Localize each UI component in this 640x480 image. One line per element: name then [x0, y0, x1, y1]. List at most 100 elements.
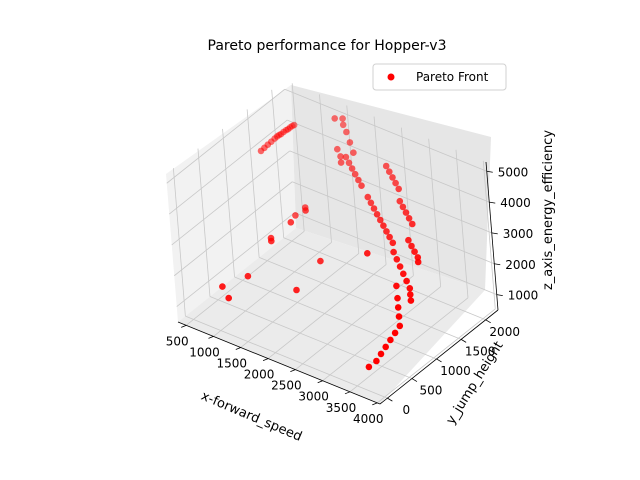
x-tick-mark: [372, 402, 378, 406]
legend-label: Pareto Front: [416, 70, 489, 84]
y-gridline: [185, 315, 388, 399]
data-point: [402, 209, 410, 216]
y-axis-ticks: 0 500 1000 1500 2000: [387, 319, 520, 417]
data-point: [389, 239, 397, 247]
data-point: [346, 139, 354, 146]
z-axis-ticks: 1000 2000 3000 4000 5000: [486, 165, 539, 303]
z-axis-label: z_axis_energy_efficiency: [541, 130, 556, 290]
data-point: [386, 233, 393, 241]
legend: Pareto Front: [372, 63, 507, 91]
x-gridline: [482, 160, 496, 309]
data-point: [406, 285, 414, 292]
data-point: [396, 263, 404, 270]
data-point: [403, 277, 410, 285]
y-gridline: [258, 257, 462, 340]
z-tick-mark: [496, 294, 503, 296]
data-point: [386, 168, 393, 175]
z-tick-mark: [486, 170, 493, 173]
y-tick-label: 0: [403, 403, 411, 417]
y-tick-label: 2000: [489, 325, 520, 339]
data-point: [409, 220, 416, 228]
data-point: [380, 222, 387, 229]
x-axis-label: x-forward_speed: [199, 389, 304, 445]
z-gridline: [284, 88, 487, 172]
data-point: [399, 203, 407, 211]
z-axis-line: [485, 161, 499, 311]
data-point: [393, 282, 400, 290]
data-point: [351, 170, 359, 178]
data-point: [293, 286, 300, 294]
data-point: [391, 329, 399, 337]
data-point: [339, 115, 346, 122]
data-point: [302, 207, 309, 214]
z-gridline: [287, 119, 490, 203]
y-gridline: [197, 148, 211, 297]
data-point: [395, 313, 403, 320]
x-tick-label: 3000: [298, 390, 329, 404]
axis-lines: [177, 161, 499, 405]
y-tick-mark: [411, 378, 418, 382]
z-tick-label: 4000: [500, 196, 531, 210]
z-tick-mark: [489, 201, 496, 204]
z-gridline: [289, 150, 492, 234]
data-point: [334, 145, 341, 153]
y-gridline: [209, 296, 413, 379]
data-point: [355, 176, 362, 184]
x-tick-mark: [262, 358, 269, 361]
data-point: [219, 283, 226, 290]
z-gridline: [292, 181, 495, 265]
pane-back: [291, 85, 491, 290]
x-tick-mark: [235, 347, 241, 350]
data-point: [395, 185, 403, 193]
data-point: [387, 336, 394, 344]
x-tick-mark: [344, 391, 351, 395]
z-gridline: [176, 212, 295, 307]
pane-left: [166, 85, 296, 322]
data-point: [394, 294, 401, 302]
x-gridline: [322, 286, 441, 382]
data-point: [405, 215, 413, 222]
data-point: [339, 121, 347, 129]
x-gridline: [400, 127, 414, 276]
x-tick-label: 500: [166, 334, 189, 348]
x-gridline: [349, 297, 469, 393]
data-point: [257, 147, 265, 155]
y-gridline: [283, 237, 486, 321]
z-tick-mark: [494, 263, 501, 266]
data-point: [405, 236, 412, 244]
data-point: [342, 153, 350, 161]
data-point: [317, 257, 324, 265]
z-gridline: [169, 119, 288, 215]
data-point: [382, 343, 390, 351]
data-point: [358, 182, 365, 189]
data-point: [364, 193, 372, 201]
data-point: [348, 165, 356, 172]
chart-title: Pareto performance for Hopper-v3: [208, 38, 447, 54]
data-point: [407, 297, 415, 304]
data-point: [377, 216, 384, 224]
x-tick-label: 2000: [244, 368, 275, 382]
y-axis-line: [379, 309, 499, 405]
x-gridline: [455, 149, 469, 298]
data-point: [373, 211, 381, 218]
data-point: [345, 159, 353, 167]
data-point: [373, 357, 380, 365]
y-tick-label: 1000: [440, 364, 471, 378]
z-tick-label: 1000: [508, 289, 539, 303]
x-tick-label: 2500: [271, 379, 302, 393]
z-tick-label: 3000: [503, 227, 534, 241]
data-point: [411, 248, 418, 255]
data-point: [370, 205, 378, 212]
data-point: [392, 179, 399, 187]
data-point: [268, 237, 275, 245]
data-point: [350, 149, 357, 156]
data-point: [377, 350, 385, 358]
y-gridline: [271, 89, 285, 238]
data-point: [287, 219, 295, 226]
y-gridline: [222, 128, 235, 277]
x-gridline: [185, 231, 305, 326]
y-tick-mark: [460, 339, 467, 343]
x-tick-mark: [181, 324, 187, 328]
data-point: [364, 250, 371, 257]
